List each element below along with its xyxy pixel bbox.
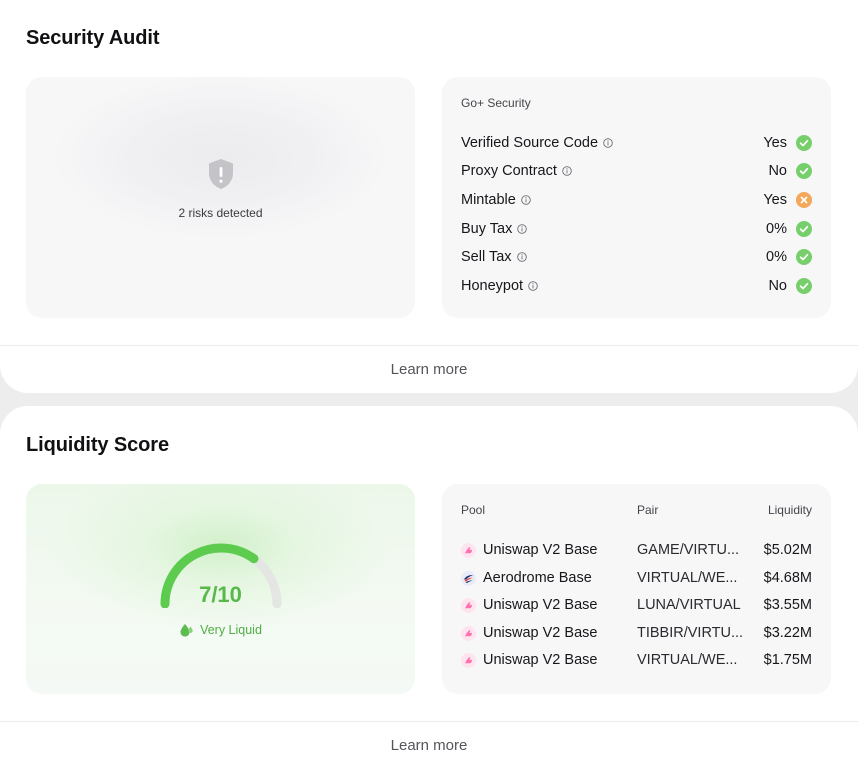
pool-liquidity: $4.68M xyxy=(763,570,812,586)
liquidity-learn-more-link[interactable]: Learn more xyxy=(390,737,468,754)
security-check-name-wrap: Buy Tax xyxy=(461,221,766,237)
x-circle-icon xyxy=(796,192,812,208)
pool-pair: TIBBIR/VIRTU... xyxy=(637,625,744,641)
security-check-row: Honeypot No xyxy=(461,276,812,296)
liquidity-score-title: Liquidity Score xyxy=(26,434,169,456)
column-header-liquidity: Liquidity xyxy=(767,503,812,517)
pool-cell: Uniswap V2 Base xyxy=(461,597,631,613)
liquidity-pools-table: Pool Pair Liquidity Uniswap V2 Base GAME/… xyxy=(442,484,831,694)
liquidity-gauge-panel: 7/10 Very Liquid xyxy=(26,484,415,694)
security-check-name: Sell Tax xyxy=(461,249,512,265)
security-check-name: Proxy Contract xyxy=(461,163,557,179)
pool-cell: Uniswap V2 Base xyxy=(461,652,631,668)
risk-glow xyxy=(56,77,386,237)
shield-warning-icon xyxy=(207,158,235,190)
pool-cell: Uniswap V2 Base xyxy=(461,625,631,641)
pool-pair: VIRTUAL/WE... xyxy=(637,652,738,668)
score-label-text: Very Liquid xyxy=(200,623,262,637)
liquidity-divider xyxy=(0,721,858,722)
pool-dex-name: Uniswap V2 Base xyxy=(483,652,598,668)
security-check-value: No xyxy=(768,163,787,179)
column-header-pool: Pool xyxy=(461,503,486,517)
info-icon[interactable] xyxy=(562,166,572,176)
info-icon[interactable] xyxy=(603,138,613,148)
security-provider-label: Go+ Security xyxy=(461,96,531,110)
security-check-name: Verified Source Code xyxy=(461,135,599,151)
security-check-value: 0% xyxy=(766,221,787,237)
uniswap-icon xyxy=(461,652,483,668)
security-check-name-wrap: Honeypot xyxy=(461,278,768,294)
pool-pair: GAME/VIRTU... xyxy=(637,542,740,558)
uniswap-icon xyxy=(461,625,483,641)
security-check-name-wrap: Proxy Contract xyxy=(461,163,768,179)
pool-pair: VIRTUAL/WE... xyxy=(637,570,738,586)
security-learn-more-link[interactable]: Learn more xyxy=(390,361,468,378)
security-check-row: Verified Source Code Yes xyxy=(461,133,812,153)
info-icon[interactable] xyxy=(521,195,531,205)
pool-dex-name: Aerodrome Base xyxy=(483,570,592,586)
security-check-value: Yes xyxy=(763,135,787,151)
security-check-name-wrap: Mintable xyxy=(461,192,763,208)
check-circle-icon xyxy=(796,163,812,179)
security-check-row: Mintable Yes xyxy=(461,190,812,210)
pool-row[interactable]: Uniswap V2 Base TIBBIR/VIRTU... $3.22M xyxy=(461,625,812,645)
security-check-name: Honeypot xyxy=(461,278,524,294)
security-audit-title: Security Audit xyxy=(26,27,160,49)
check-circle-icon xyxy=(796,278,812,294)
check-circle-icon xyxy=(796,249,812,265)
uniswap-icon xyxy=(461,597,483,613)
info-icon[interactable] xyxy=(517,224,528,234)
pool-dex-name: Uniswap V2 Base xyxy=(483,542,598,558)
security-check-name: Mintable xyxy=(461,192,516,208)
pool-row[interactable]: Uniswap V2 Base LUNA/VIRTUAL $3.55M xyxy=(461,597,812,617)
pool-cell: Uniswap V2 Base xyxy=(461,542,631,558)
pool-liquidity: $3.22M xyxy=(763,625,812,641)
pool-liquidity: $3.55M xyxy=(763,597,812,613)
pool-pair: LUNA/VIRTUAL xyxy=(637,597,741,613)
risk-count-text: 2 risks detected xyxy=(178,206,263,220)
pool-row[interactable]: Uniswap V2 Base GAME/VIRTU... $5.02M xyxy=(461,542,812,562)
security-check-name-wrap: Sell Tax xyxy=(461,249,766,265)
liquidity-score-card: Liquidity Score 7/10 Very Liquid Pool Pa… xyxy=(0,406,858,769)
pool-liquidity: $5.02M xyxy=(763,542,812,558)
security-check-row: Sell Tax 0% xyxy=(461,247,812,267)
liquidity-score-value: 7/10 xyxy=(199,582,242,607)
pool-liquidity: $1.75M xyxy=(763,652,812,668)
liquidity-score-label: Very Liquid xyxy=(26,622,415,638)
goplus-security-panel: Go+ Security Verified Source Code Yes Prox… xyxy=(442,77,831,318)
security-check-value: Yes xyxy=(763,192,787,208)
aerodrome-icon xyxy=(461,570,483,586)
security-check-name-wrap: Verified Source Code xyxy=(461,135,763,151)
security-check-value: 0% xyxy=(766,249,787,265)
pool-cell: Aerodrome Base xyxy=(461,570,631,586)
check-circle-icon xyxy=(796,135,812,151)
pool-dex-name: Uniswap V2 Base xyxy=(483,597,598,613)
security-check-value: No xyxy=(768,278,787,294)
pool-row[interactable]: Uniswap V2 Base VIRTUAL/WE... $1.75M xyxy=(461,652,812,672)
gauge-fill xyxy=(160,543,259,608)
info-icon[interactable] xyxy=(516,252,527,262)
pool-row[interactable]: Aerodrome Base VIRTUAL/WE... $4.68M xyxy=(461,570,812,590)
security-check-name: Buy Tax xyxy=(461,221,513,237)
risk-summary-panel: 2 risks detected xyxy=(26,77,415,318)
gauge-glow xyxy=(26,484,415,694)
security-check-row: Proxy Contract No xyxy=(461,161,812,181)
security-check-row: Buy Tax 0% xyxy=(461,219,812,239)
check-circle-icon xyxy=(796,221,812,237)
uniswap-icon xyxy=(461,542,483,558)
pool-dex-name: Uniswap V2 Base xyxy=(483,625,598,641)
column-header-pair: Pair xyxy=(637,503,659,517)
security-divider xyxy=(0,345,858,346)
security-audit-card: Security Audit 2 risks detected Go+ Secu… xyxy=(0,0,858,393)
droplets-icon xyxy=(180,624,193,637)
info-icon[interactable] xyxy=(528,281,538,291)
liquidity-gauge xyxy=(160,543,282,608)
